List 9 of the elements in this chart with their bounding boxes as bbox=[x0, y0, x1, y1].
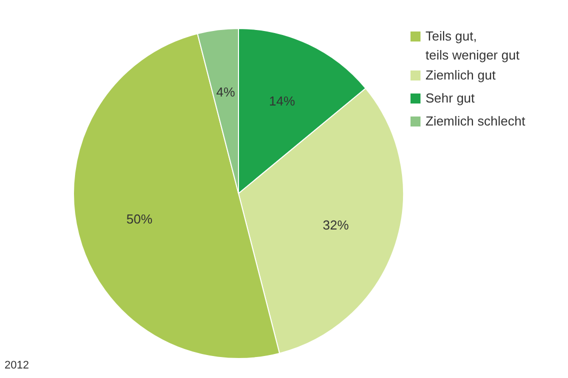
data-label: 32% bbox=[322, 218, 350, 233]
data-label: 4% bbox=[216, 84, 236, 100]
data-label: 14% bbox=[269, 93, 296, 108]
data-label: 50% bbox=[126, 211, 153, 226]
text: 2012 bbox=[4, 360, 29, 372]
legend-label: Ziemlich gut bbox=[426, 68, 496, 82]
legend-label: Teils gut, teils weniger gut bbox=[426, 28, 520, 62]
legend-label: Sehr gut bbox=[426, 90, 476, 106]
legend-label: Ziemlich schlecht bbox=[426, 114, 526, 128]
